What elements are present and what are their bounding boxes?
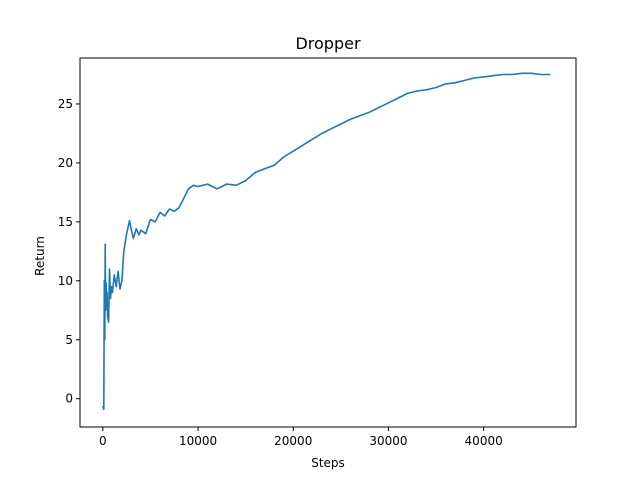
y-tick-label: 20 [58, 156, 73, 170]
x-tick-label: 40000 [465, 434, 503, 448]
plot-area: 0 10000 20000 30000 40000 0 5 10 15 20 25 [58, 57, 577, 448]
x-tick-label: 20000 [274, 434, 312, 448]
chart-title: Dropper [295, 34, 360, 53]
y-tick-label: 15 [58, 215, 73, 229]
y-tick-label: 0 [65, 392, 73, 406]
x-tick-label: 10000 [179, 434, 217, 448]
series-line-0 [102, 72, 551, 411]
plot-frame [79, 57, 577, 428]
y-tick-label: 10 [58, 274, 73, 288]
y-axis-label: Return [33, 236, 47, 276]
x-axis-label: Steps [311, 456, 345, 470]
x-tick-label: 30000 [369, 434, 407, 448]
x-tick-label: 0 [99, 434, 107, 448]
y-tick-label: 5 [65, 333, 73, 347]
y-tick-label: 25 [58, 97, 73, 111]
